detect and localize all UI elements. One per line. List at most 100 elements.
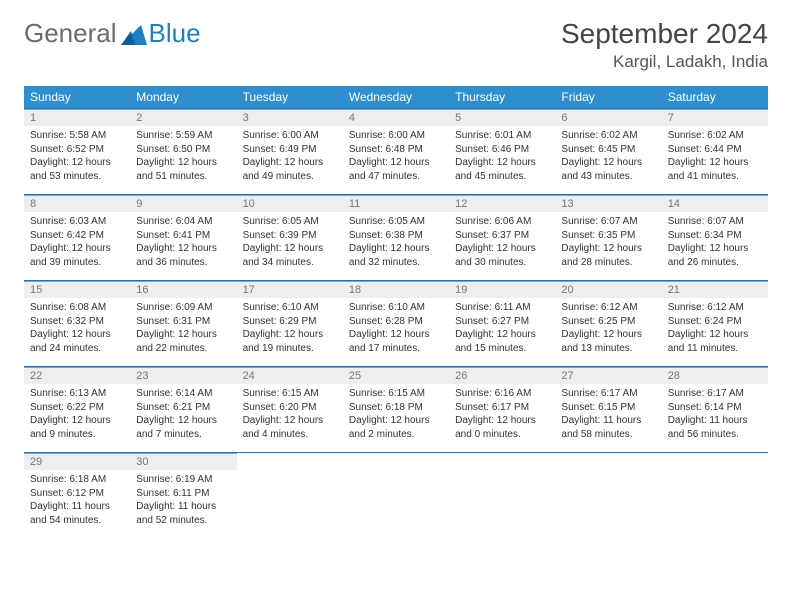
day-number: 8 [24, 195, 130, 212]
title-block: September 2024 Kargil, Ladakh, India [561, 18, 768, 72]
day-details: Sunrise: 6:10 AMSunset: 6:28 PMDaylight:… [349, 301, 443, 355]
day-number: 21 [662, 281, 768, 298]
day-details: Sunrise: 6:15 AMSunset: 6:20 PMDaylight:… [243, 387, 337, 441]
day-details: Sunrise: 6:00 AMSunset: 6:49 PMDaylight:… [243, 129, 337, 183]
location: Kargil, Ladakh, India [561, 52, 768, 72]
calendar-cell: 21 Sunrise: 6:12 AMSunset: 6:24 PMDayligh… [662, 281, 768, 367]
logo-text-general: General [24, 18, 117, 49]
calendar-body: 1Sunrise: 5:58 AMSunset: 6:52 PMDaylight… [24, 109, 768, 539]
day-number: 7 [662, 109, 768, 126]
calendar-cell: 5 Sunrise: 6:01 AMSunset: 6:46 PMDaylight… [449, 109, 555, 195]
day-number: 16 [130, 281, 236, 298]
day-details: Sunrise: 6:07 AMSunset: 6:34 PMDaylight:… [668, 215, 762, 269]
day-details: Sunrise: 6:19 AMSunset: 6:11 PMDaylight:… [136, 473, 230, 527]
calendar-cell-empty [662, 453, 768, 539]
day-details: Sunrise: 6:00 AMSunset: 6:48 PMDaylight:… [349, 129, 443, 183]
day-number: 2 [130, 109, 236, 126]
weekday-header: Friday [555, 86, 661, 109]
calendar-cell: 12 Sunrise: 6:06 AMSunset: 6:37 PMDayligh… [449, 195, 555, 281]
calendar-cell: 4 Sunrise: 6:00 AMSunset: 6:48 PMDaylight… [343, 109, 449, 195]
calendar-cell: 29 Sunrise: 6:18 AMSunset: 6:12 PMDayligh… [24, 453, 130, 539]
day-number: 11 [343, 195, 449, 212]
day-number: 29 [24, 453, 130, 470]
day-details: Sunrise: 6:12 AMSunset: 6:25 PMDaylight:… [561, 301, 655, 355]
logo: General Blue [24, 18, 201, 49]
calendar-row: 1Sunrise: 5:58 AMSunset: 6:52 PMDaylight… [24, 109, 768, 195]
day-number: 20 [555, 281, 661, 298]
day-number: 22 [24, 367, 130, 384]
day-details: Sunrise: 6:10 AMSunset: 6:29 PMDaylight:… [243, 301, 337, 355]
day-number: 23 [130, 367, 236, 384]
day-details: Sunrise: 6:18 AMSunset: 6:12 PMDaylight:… [30, 473, 124, 527]
day-number: 13 [555, 195, 661, 212]
calendar-cell: 23 Sunrise: 6:14 AMSunset: 6:21 PMDayligh… [130, 367, 236, 453]
day-details: Sunrise: 6:05 AMSunset: 6:38 PMDaylight:… [349, 215, 443, 269]
calendar-row: 22 Sunrise: 6:13 AMSunset: 6:22 PMDayligh… [24, 367, 768, 453]
day-number: 12 [449, 195, 555, 212]
weekday-header: Monday [130, 86, 236, 109]
day-number: 15 [24, 281, 130, 298]
day-details: Sunrise: 6:14 AMSunset: 6:21 PMDaylight:… [136, 387, 230, 441]
calendar-cell: 30 Sunrise: 6:19 AMSunset: 6:11 PMDayligh… [130, 453, 236, 539]
calendar-cell: 26Sunrise: 6:16 AMSunset: 6:17 PMDayligh… [449, 367, 555, 453]
calendar-cell: 14 Sunrise: 6:07 AMSunset: 6:34 PMDayligh… [662, 195, 768, 281]
day-number: 5 [449, 109, 555, 126]
day-number: 28 [662, 367, 768, 384]
day-details: Sunrise: 6:04 AMSunset: 6:41 PMDaylight:… [136, 215, 230, 269]
day-number: 3 [237, 109, 343, 126]
calendar-row: 15Sunrise: 6:08 AMSunset: 6:32 PMDayligh… [24, 281, 768, 367]
day-number: 6 [555, 109, 661, 126]
calendar-cell: 8Sunrise: 6:03 AMSunset: 6:42 PMDaylight… [24, 195, 130, 281]
calendar-cell-empty [449, 453, 555, 539]
day-number: 10 [237, 195, 343, 212]
day-details: Sunrise: 6:15 AMSunset: 6:18 PMDaylight:… [349, 387, 443, 441]
logo-mark-icon [121, 23, 147, 45]
day-details: Sunrise: 6:02 AMSunset: 6:44 PMDaylight:… [668, 129, 762, 183]
day-number: 4 [343, 109, 449, 126]
day-number: 17 [237, 281, 343, 298]
day-number: 27 [555, 367, 661, 384]
day-number: 30 [130, 453, 236, 470]
calendar-cell: 24 Sunrise: 6:15 AMSunset: 6:20 PMDayligh… [237, 367, 343, 453]
weekday-header: Wednesday [343, 86, 449, 109]
calendar-cell-empty [555, 453, 661, 539]
day-details: Sunrise: 5:58 AMSunset: 6:52 PMDaylight:… [30, 129, 124, 183]
calendar-row: 29 Sunrise: 6:18 AMSunset: 6:12 PMDayligh… [24, 453, 768, 539]
day-details: Sunrise: 6:07 AMSunset: 6:35 PMDaylight:… [561, 215, 655, 269]
logo-text-blue: Blue [149, 18, 201, 49]
day-details: Sunrise: 6:06 AMSunset: 6:37 PMDaylight:… [455, 215, 549, 269]
calendar-cell: 18 Sunrise: 6:10 AMSunset: 6:28 PMDayligh… [343, 281, 449, 367]
calendar-cell: 6 Sunrise: 6:02 AMSunset: 6:45 PMDaylight… [555, 109, 661, 195]
calendar-cell: 10 Sunrise: 6:05 AMSunset: 6:39 PMDayligh… [237, 195, 343, 281]
calendar-table: SundayMondayTuesdayWednesdayThursdayFrid… [24, 86, 768, 539]
day-details: Sunrise: 6:09 AMSunset: 6:31 PMDaylight:… [136, 301, 230, 355]
day-number: 24 [237, 367, 343, 384]
calendar-cell: 27 Sunrise: 6:17 AMSunset: 6:15 PMDayligh… [555, 367, 661, 453]
day-details: Sunrise: 6:12 AMSunset: 6:24 PMDaylight:… [668, 301, 762, 355]
calendar-cell: 2 Sunrise: 5:59 AMSunset: 6:50 PMDaylight… [130, 109, 236, 195]
day-number: 14 [662, 195, 768, 212]
calendar-cell-empty [343, 453, 449, 539]
calendar-cell: 15Sunrise: 6:08 AMSunset: 6:32 PMDayligh… [24, 281, 130, 367]
month-title: September 2024 [561, 18, 768, 50]
day-details: Sunrise: 6:16 AMSunset: 6:17 PMDaylight:… [455, 387, 549, 441]
day-details: Sunrise: 6:01 AMSunset: 6:46 PMDaylight:… [455, 129, 549, 183]
calendar-cell: 17 Sunrise: 6:10 AMSunset: 6:29 PMDayligh… [237, 281, 343, 367]
day-number: 18 [343, 281, 449, 298]
calendar-cell: 20 Sunrise: 6:12 AMSunset: 6:25 PMDayligh… [555, 281, 661, 367]
calendar-cell-empty [237, 453, 343, 539]
calendar-cell: 13 Sunrise: 6:07 AMSunset: 6:35 PMDayligh… [555, 195, 661, 281]
day-details: Sunrise: 5:59 AMSunset: 6:50 PMDaylight:… [136, 129, 230, 183]
day-details: Sunrise: 6:13 AMSunset: 6:22 PMDaylight:… [30, 387, 124, 441]
day-details: Sunrise: 6:11 AMSunset: 6:27 PMDaylight:… [455, 301, 549, 355]
day-details: Sunrise: 6:17 AMSunset: 6:15 PMDaylight:… [561, 387, 655, 441]
calendar-row: 8Sunrise: 6:03 AMSunset: 6:42 PMDaylight… [24, 195, 768, 281]
day-details: Sunrise: 6:05 AMSunset: 6:39 PMDaylight:… [243, 215, 337, 269]
day-number: 19 [449, 281, 555, 298]
day-details: Sunrise: 6:17 AMSunset: 6:14 PMDaylight:… [668, 387, 762, 441]
day-details: Sunrise: 6:02 AMSunset: 6:45 PMDaylight:… [561, 129, 655, 183]
calendar-cell: 3 Sunrise: 6:00 AMSunset: 6:49 PMDaylight… [237, 109, 343, 195]
calendar-cell: 7 Sunrise: 6:02 AMSunset: 6:44 PMDaylight… [662, 109, 768, 195]
header: General Blue September 2024 Kargil, Lada… [24, 18, 768, 72]
calendar-cell: 16 Sunrise: 6:09 AMSunset: 6:31 PMDayligh… [130, 281, 236, 367]
